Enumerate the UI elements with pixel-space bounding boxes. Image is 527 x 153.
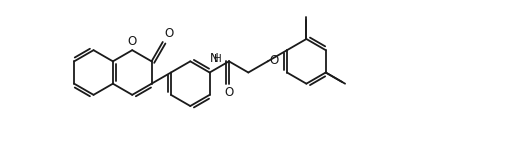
Text: N: N bbox=[210, 52, 219, 65]
Text: O: O bbox=[164, 27, 173, 40]
Text: O: O bbox=[225, 86, 233, 99]
Text: O: O bbox=[269, 54, 279, 67]
Text: H: H bbox=[214, 54, 221, 64]
Text: O: O bbox=[128, 35, 137, 48]
